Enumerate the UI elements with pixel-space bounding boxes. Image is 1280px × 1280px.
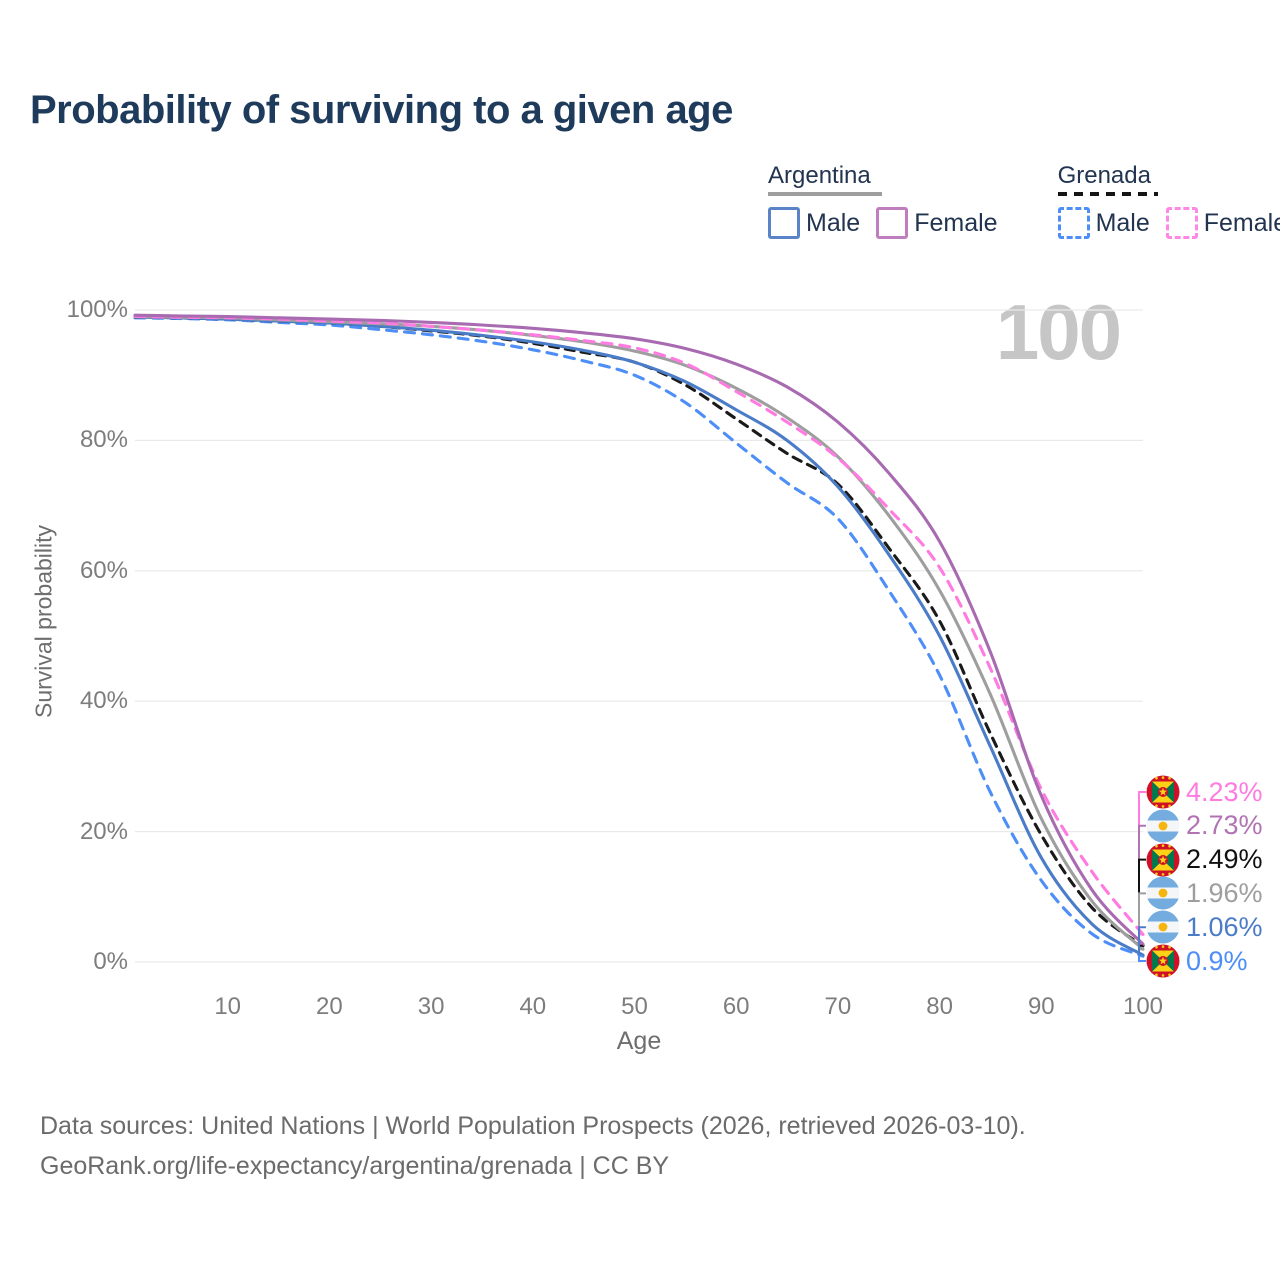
grenada-flag-icon bbox=[1146, 775, 1180, 809]
footer: Data sources: United Nations | World Pop… bbox=[40, 1106, 1026, 1186]
argentina-female-label: Female bbox=[914, 208, 998, 237]
end-label-gd_total: 2.49% bbox=[1146, 843, 1263, 877]
x-tick-label: 80 bbox=[926, 993, 953, 1020]
x-tick-label: 100 bbox=[1122, 993, 1164, 1020]
y-tick-label: 20% bbox=[79, 817, 128, 845]
end-label-value: 1.06% bbox=[1186, 911, 1263, 942]
page-title: Probability of surviving to a given age bbox=[30, 88, 733, 132]
argentina-flag-icon bbox=[1146, 910, 1180, 944]
y-axis-title: Survival probability bbox=[30, 524, 57, 719]
series-line-gd_total[interactable] bbox=[133, 315, 1145, 948]
hovered-age-watermark: 100 bbox=[995, 288, 1122, 376]
x-tick-label: 70 bbox=[824, 993, 852, 1020]
end-label-gd_female: 4.23% bbox=[1146, 775, 1263, 809]
x-tick-label: 50 bbox=[621, 993, 648, 1020]
grenada-female-label: Female bbox=[1203, 208, 1280, 237]
end-label-connector-ar_total bbox=[1138, 892, 1146, 951]
y-tick-label: 40% bbox=[79, 687, 128, 715]
argentina-male-label: Male bbox=[806, 208, 861, 237]
legend-country-grenada[interactable]: Grenada bbox=[1057, 162, 1151, 189]
y-tick-label: 60% bbox=[79, 556, 128, 584]
grenada-female-checkbox[interactable] bbox=[1165, 207, 1198, 239]
end-label-value: 1.96% bbox=[1186, 877, 1263, 908]
data-sources-line: Data sources: United Nations | World Pop… bbox=[40, 1112, 1026, 1140]
attribution-line: GeoRank.org/life-expectancy/argentina/gr… bbox=[40, 1152, 670, 1180]
end-label-ar_female: 2.73% bbox=[1146, 809, 1263, 843]
end-label-value: 2.73% bbox=[1186, 810, 1263, 841]
legend-item-argentina-male[interactable]: Male bbox=[768, 207, 860, 239]
legend-item-grenada-male[interactable]: Male bbox=[1057, 207, 1150, 239]
y-tick-label: 100% bbox=[66, 296, 128, 323]
argentina-flag-icon bbox=[1146, 876, 1180, 910]
grenada-male-checkbox[interactable] bbox=[1057, 207, 1090, 239]
grenada-line-style-swatch bbox=[1057, 192, 1158, 196]
grenada-flag-icon bbox=[1146, 944, 1180, 978]
end-label-value: 2.49% bbox=[1186, 844, 1263, 875]
end-label-ar_total: 1.96% bbox=[1146, 876, 1263, 910]
end-label-connector-gd_female bbox=[1138, 791, 1146, 936]
end-label-ar_male: 1.06% bbox=[1146, 910, 1263, 944]
grenada-flag-icon bbox=[1146, 843, 1180, 877]
argentina-line-style-swatch bbox=[768, 192, 882, 196]
series-line-gd_female[interactable] bbox=[133, 314, 1145, 936]
legend: Argentina Male Female Grenada bbox=[768, 163, 1280, 239]
x-tick-label: 60 bbox=[722, 993, 750, 1020]
x-axis-title: Age bbox=[616, 1027, 662, 1055]
series-line-ar_total[interactable] bbox=[133, 314, 1145, 951]
end-label-connector-gd_male bbox=[1138, 955, 1146, 962]
x-tick-label: 90 bbox=[1027, 993, 1055, 1020]
y-tick-label: 80% bbox=[79, 426, 128, 454]
argentina-flag-icon bbox=[1146, 809, 1180, 843]
y-tick-label: 0% bbox=[93, 948, 128, 975]
legend-item-argentina-female[interactable]: Female bbox=[876, 207, 998, 239]
legend-group-grenada: Grenada Male Female bbox=[1057, 162, 1280, 239]
x-tick-label: 10 bbox=[214, 993, 242, 1020]
end-label-value: 4.23% bbox=[1186, 776, 1263, 807]
legend-country-argentina[interactable]: Argentina bbox=[768, 162, 871, 189]
argentina-male-checkbox[interactable] bbox=[768, 207, 800, 239]
series-line-ar_female[interactable] bbox=[133, 313, 1145, 946]
x-tick-label: 20 bbox=[316, 993, 343, 1020]
x-tick-label: 30 bbox=[417, 993, 445, 1020]
end-label-gd_male: 0.9% bbox=[1146, 944, 1248, 978]
series-line-ar_male[interactable] bbox=[133, 315, 1145, 957]
argentina-female-checkbox[interactable] bbox=[876, 207, 909, 239]
end-label-value: 0.9% bbox=[1186, 945, 1248, 976]
x-tick-label: 40 bbox=[519, 993, 547, 1020]
legend-group-argentina: Argentina Male Female bbox=[768, 163, 998, 239]
series-line-gd_male[interactable] bbox=[133, 316, 1145, 958]
grenada-male-label: Male bbox=[1095, 208, 1150, 237]
legend-item-grenada-female[interactable]: Female bbox=[1165, 207, 1280, 239]
